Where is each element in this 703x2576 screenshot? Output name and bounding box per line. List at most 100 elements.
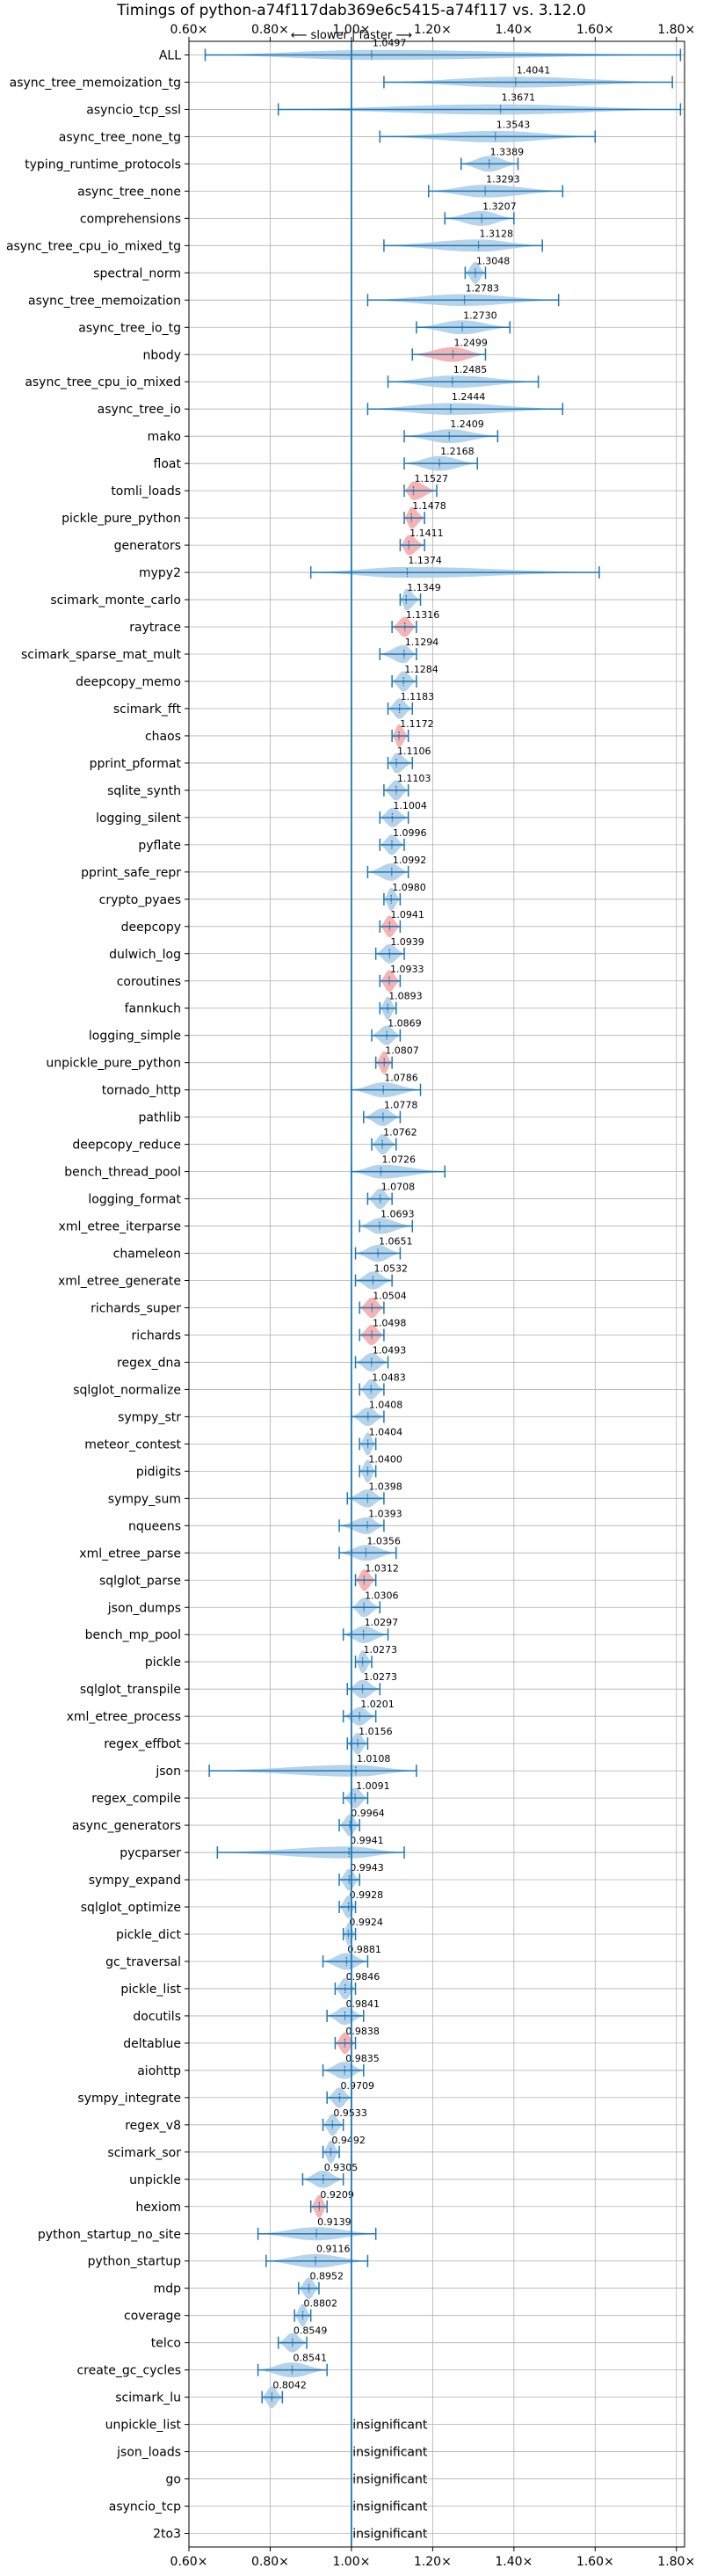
benchmark-label: pickle_pure_python	[62, 512, 181, 526]
value-label: 1.0201	[360, 1699, 395, 1710]
benchmark-row: chaos 1.1172	[145, 718, 434, 747]
benchmark-row: async_tree_memoization_tg 1.4041	[10, 64, 673, 90]
benchmark-row: asyncio_tcp_ssl 1.3671	[86, 91, 682, 117]
value-label: 0.9964	[351, 1808, 385, 1819]
benchmark-row: xml_etree_process 1.0201	[67, 1699, 395, 1726]
benchmark-label: logging_simple	[89, 1030, 181, 1044]
benchmark-label: async_tree_io_tg	[78, 321, 181, 335]
benchmark-label: sympy_integrate	[77, 2092, 181, 2106]
benchmark-label: raytrace	[129, 621, 181, 635]
benchmark-row: meteor_contest 1.0404	[84, 1426, 402, 1456]
insignificant-label: insignificant	[352, 2473, 428, 2487]
benchmark-label: 2to3	[153, 2528, 181, 2542]
tick-label-top: 1.20×	[414, 23, 452, 37]
value-label: 1.0306	[365, 1590, 399, 1601]
benchmark-label: logging_format	[88, 1193, 181, 1207]
benchmark-row: richards_super 1.0504	[91, 1290, 407, 1319]
benchmark-row: async_tree_memoization 1.2783	[28, 282, 560, 308]
benchmark-row: logging_silent 1.1004	[96, 800, 427, 827]
tick-label-bottom: 1.20×	[414, 2555, 452, 2569]
benchmark-label: mypy2	[139, 566, 181, 580]
benchmark-label: coroutines	[117, 975, 181, 989]
benchmark-row: pprint_safe_repr 1.0992	[81, 855, 426, 881]
value-label: 1.1349	[407, 582, 441, 593]
benchmark-row: sqlglot_optimize 0.9928	[81, 1889, 383, 1919]
benchmark-label: gc_traversal	[105, 1955, 181, 1969]
benchmark-row: regex_compile 1.0091	[91, 1780, 390, 1808]
benchmark-row: tomli_loads 1.1527	[111, 473, 448, 500]
benchmark-label: meteor_contest	[84, 1437, 181, 1452]
value-label: 0.9492	[331, 2135, 366, 2146]
value-label: 1.0398	[368, 1481, 402, 1492]
tick-label-top: 1.00×	[332, 23, 370, 37]
benchmark-label: regex_effbot	[104, 1737, 181, 1751]
insignificant-label: insignificant	[352, 2528, 428, 2542]
benchmark-label: pycparser	[120, 1846, 181, 1860]
benchmark-label: bench_mp_pool	[85, 1628, 181, 1642]
plot-frame	[188, 40, 685, 2548]
value-label: 1.0504	[373, 1290, 407, 1301]
value-label: 1.0408	[369, 1399, 403, 1410]
value-label: 1.1374	[408, 555, 442, 566]
value-label: 0.9835	[345, 2053, 380, 2064]
value-label: 1.1172	[400, 718, 434, 730]
benchmark-row: regex_v8 0.9533	[125, 2107, 367, 2136]
benchmark-rows: ALL 1.0497 async_tree_memoization_tg 1.4041…	[6, 37, 682, 2542]
benchmark-row: ALL 1.0497	[159, 37, 682, 62]
benchmark-label: sqlglot_transpile	[80, 1683, 181, 1697]
benchmark-row: chameleon 1.0651	[113, 1236, 413, 1263]
benchmark-row: mypy2 1.1374	[139, 555, 600, 580]
benchmark-label: unpickle_pure_python	[46, 1057, 181, 1071]
benchmark-label: create_gc_cycles	[76, 2364, 181, 2378]
benchmark-row: nbody 1.2499	[143, 337, 488, 362]
value-label: 1.0273	[364, 1671, 398, 1683]
benchmark-label: unpickle	[129, 2173, 181, 2187]
benchmark-row: go insignificant	[166, 2473, 428, 2487]
benchmark-label: async_tree_none_tg	[59, 130, 181, 144]
benchmark-row: crypto_pyaes 1.0980	[99, 882, 426, 911]
benchmark-row: raytrace 1.1316	[129, 609, 439, 637]
benchmark-label: async_tree_none	[77, 185, 181, 199]
value-label: 0.9116	[316, 2244, 351, 2255]
value-label: 0.9838	[345, 2026, 380, 2037]
benchmark-row: pprint_pformat 1.1106	[90, 746, 431, 774]
value-label: 1.0807	[385, 1045, 419, 1057]
benchmark-label: sqlglot_normalize	[73, 1383, 181, 1397]
benchmark-row: pidigits 1.0400	[136, 1453, 402, 1483]
value-label: 1.3207	[482, 200, 517, 212]
benchmark-row: python_startup 0.9116	[88, 2244, 369, 2269]
benchmark-row: docutils 0.9841	[133, 1998, 380, 2026]
benchmark-label: xml_etree_iterparse	[59, 1220, 181, 1234]
benchmark-row: scimark_fft 1.1183	[113, 691, 434, 719]
benchmark-label: regex_dna	[117, 1356, 181, 1370]
benchmark-label: fannkuch	[125, 1002, 181, 1016]
benchmark-label: pyflate	[138, 839, 181, 853]
value-label: 1.1411	[409, 528, 444, 539]
benchmark-label: async_tree_memoization	[28, 294, 181, 308]
benchmark-label: deepcopy_memo	[76, 675, 181, 689]
value-label: 1.0156	[359, 1726, 393, 1737]
value-label: 0.9924	[349, 1917, 383, 1928]
benchmark-label: scimark_sor	[107, 2146, 181, 2160]
benchmark-label: pidigits	[136, 1465, 181, 1479]
benchmark-row: async_tree_io 1.2444	[98, 391, 564, 417]
benchmark-label: json_dumps	[107, 1601, 181, 1615]
benchmark-row: 2to3 insignificant	[153, 2528, 428, 2542]
benchmark-row: pickle_dict 0.9924	[116, 1917, 383, 1946]
benchmark-label: richards	[132, 1328, 182, 1343]
benchmark-label: hexiom	[135, 2201, 181, 2215]
benchmark-row: sympy_str 1.0408	[118, 1399, 402, 1426]
benchmark-label: async_generators	[72, 1819, 181, 1833]
benchmark-row: deepcopy 1.0941	[121, 909, 424, 938]
value-label: 1.0483	[372, 1372, 406, 1383]
value-label: 1.0091	[356, 1780, 390, 1792]
benchmark-row: scimark_sor 0.9492	[107, 2135, 366, 2164]
benchmark-row: async_tree_none 1.3293	[77, 173, 564, 199]
benchmark-row: richards 1.0498	[132, 1317, 406, 1346]
benchmark-row: xml_etree_generate 1.0532	[58, 1263, 408, 1290]
benchmark-label: python_startup	[88, 2255, 181, 2269]
value-label: 0.9846	[346, 1971, 380, 1983]
benchmark-row: mdp 0.8952	[154, 2271, 344, 2300]
benchmark-label: python_startup_no_site	[38, 2228, 181, 2242]
